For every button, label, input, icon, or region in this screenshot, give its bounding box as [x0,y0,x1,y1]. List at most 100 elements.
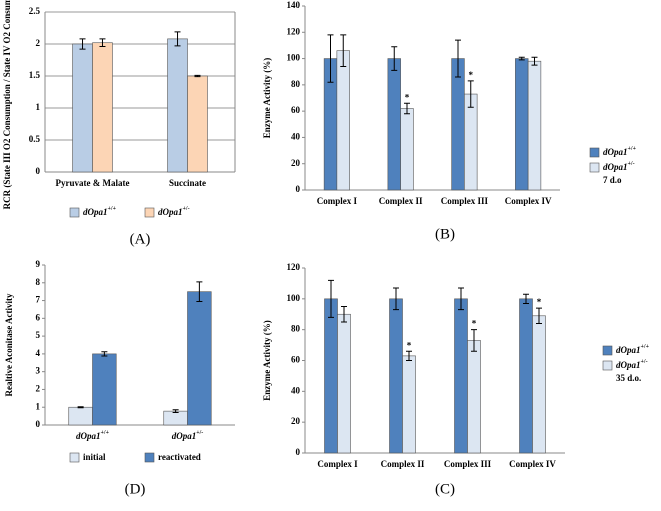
y-tick-label: 0 [296,184,301,194]
error-bar [340,34,347,67]
bar [400,108,414,191]
legend-swatch [69,207,80,218]
legend-label: dOpa1+/- [158,206,190,217]
error-bar [518,56,525,61]
y-tick-label: 100 [287,53,301,63]
bar [92,42,113,173]
panel-label: (D) [125,481,146,497]
y-tick-label: 60 [291,355,301,365]
legend-swatch [69,452,80,463]
y-tick-label: 2 [36,384,41,394]
legend-label: dOpa1+/+ [83,206,117,217]
panel-label: (C) [435,481,455,497]
bar [387,58,401,191]
bar [454,298,468,454]
error-bar [101,351,108,357]
y-tick-label: 1 [36,102,41,112]
panel-label: (A) [130,231,151,247]
y-tick-label: 0 [296,447,301,457]
bar [324,298,338,454]
bar [337,313,351,454]
error-bar [531,56,538,66]
bar [68,406,93,426]
y-tick-label: 2 [36,38,41,48]
bar [167,38,188,173]
bar [467,340,481,454]
y-tick-label: 40 [291,385,301,395]
x-tick-label: Complex II [381,459,425,469]
x-tick-label: Complex II [379,196,423,206]
error-bar [341,306,347,323]
y-tick-label: 40 [291,131,301,141]
error-bar [404,102,410,115]
legend-label: dOpa1+/+ [603,146,637,157]
legend-note: 7 d.o [603,175,622,185]
significance-marker: * [469,70,474,80]
significance-marker: * [537,297,542,307]
error-bar [174,31,181,47]
y-tick-label: 8 [36,277,41,287]
error-bar [391,46,398,71]
error-bar [328,279,334,318]
bar [187,291,212,426]
y-tick-label: 80 [291,324,301,334]
legend-label: reactivated [158,452,201,462]
error-bar [536,307,542,324]
bar [532,315,546,454]
error-bar [523,293,529,304]
y-tick-label: 1 [36,401,41,411]
error-bar [99,38,106,48]
x-tick-label: dOpa1+/- [172,430,204,441]
y-tick-label: 140 [287,0,301,10]
bar [519,298,533,454]
y-tick-label: 1.5 [29,70,41,80]
legend-swatch [602,345,613,356]
y-tick-label: 9 [36,259,41,269]
y-axis-label: Realtive Aconitase Activity [4,293,14,396]
error-bar [196,281,203,302]
legend-label: dOpa1+/+ [616,344,650,355]
bar [464,93,478,191]
bar [92,353,117,426]
x-tick-label: Complex I [317,459,358,469]
legend-swatch [144,452,155,463]
x-tick-label: Complex IV [509,459,556,469]
bar [515,58,529,191]
bar [451,58,465,191]
y-tick-label: 100 [287,293,301,303]
y-tick-label: 60 [291,105,301,115]
y-tick-label: 5 [36,330,41,340]
x-tick-label: Pyruvate & Malate [56,178,130,188]
error-bar [393,287,399,311]
x-tick-label: Complex III [441,196,489,206]
legend-swatch [602,360,613,371]
error-bar [406,350,412,361]
y-tick-label: 20 [291,416,301,426]
bar [402,355,416,454]
y-axis-label: Enzyme Activity (%) [262,320,272,400]
error-bar [327,34,334,83]
x-tick-label: Complex IV [505,196,552,206]
y-tick-label: 20 [291,158,301,168]
y-tick-label: 3 [36,366,41,376]
y-tick-label: 2.5 [29,6,41,16]
y-axis-label: Enzyme Activity (%) [262,58,272,138]
y-tick-label: 120 [287,26,301,36]
y-tick-label: 120 [287,262,301,272]
x-tick-label: Complex I [317,196,358,206]
error-bar [79,38,86,50]
y-tick-label: 6 [36,312,41,322]
legend-label: dOpa1+/- [616,359,648,370]
y-tick-label: 0 [36,419,41,429]
error-bar [471,329,477,352]
legend-swatch [144,207,155,218]
y-tick-label: 0.5 [29,134,41,144]
bar [187,75,208,173]
bar [163,410,188,426]
y-tick-label: 7 [36,295,41,305]
bar [527,60,542,191]
error-bar [467,80,474,108]
bar [389,298,403,454]
legend-swatch [589,162,600,173]
